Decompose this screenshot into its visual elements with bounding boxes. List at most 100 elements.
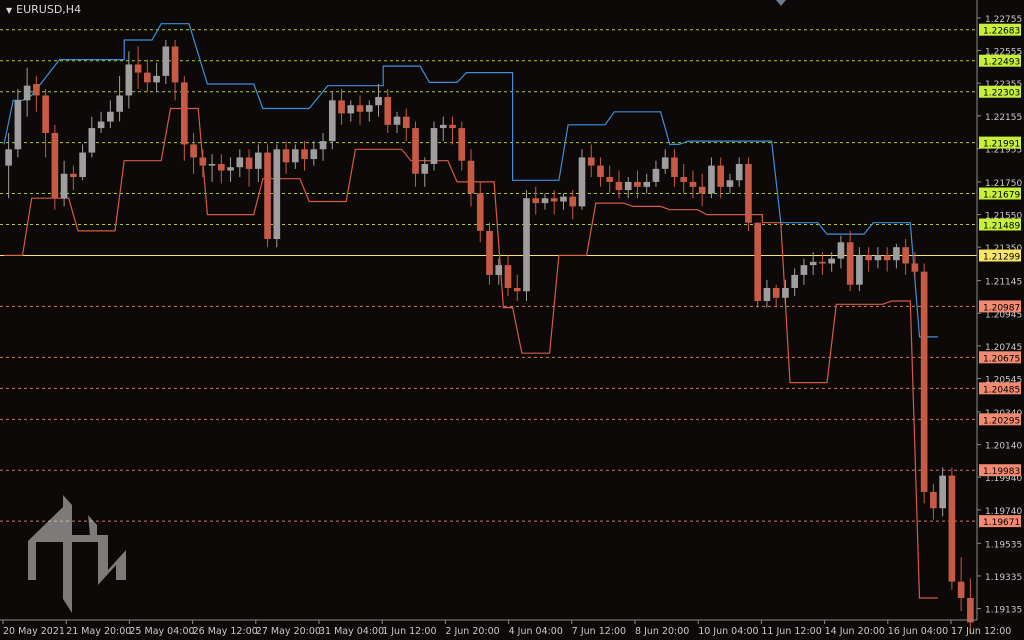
candle-body — [5, 149, 12, 166]
time-label: 17 Jun 12:00 — [951, 626, 1011, 637]
candle-body — [587, 157, 595, 166]
red-level-tag-text: 1.20485 — [983, 385, 1020, 395]
candle-body — [920, 271, 928, 492]
candle-body — [523, 198, 530, 292]
time-label: 27 May 20:00 — [256, 626, 321, 637]
candle-body — [550, 198, 558, 202]
candle-body — [680, 177, 688, 182]
time-label: 2 Jun 20:00 — [445, 626, 499, 637]
candle-body — [356, 105, 364, 112]
candle-body — [116, 95, 123, 112]
candle-body — [144, 72, 151, 83]
candle-body — [735, 163, 743, 181]
candle-body — [772, 287, 780, 298]
candle-body — [643, 181, 651, 187]
candle-body — [51, 132, 59, 199]
symbol-title[interactable]: ▼ EURUSD,H4 — [6, 3, 81, 16]
candle-body — [597, 165, 604, 178]
price-tick-label: 1.20945 — [985, 310, 1022, 320]
candle-body — [208, 163, 216, 166]
red-level-tag-bg — [979, 382, 1021, 395]
price-tick-label: 1.20545 — [985, 376, 1022, 386]
time-label: 14 Jun 20:00 — [825, 626, 885, 637]
candle-body — [199, 157, 207, 166]
candle-body — [14, 100, 22, 150]
red-level-tag-bg — [979, 300, 1021, 313]
price-tick-label: 1.22355 — [985, 80, 1022, 90]
candle-body — [227, 167, 234, 171]
candle-body — [134, 64, 142, 73]
candle-body — [310, 149, 318, 160]
candle-body — [791, 274, 799, 288]
candle-body — [532, 198, 540, 204]
candle-body — [717, 165, 725, 187]
candle-body — [153, 75, 160, 83]
price-axis — [0, 0, 978, 621]
price-tick-label: 1.21955 — [985, 145, 1022, 155]
candle-body — [384, 97, 392, 125]
chart-shift-marker-icon[interactable] — [776, 0, 786, 6]
candle-body — [412, 128, 419, 174]
price-tick-label: 1.21145 — [985, 278, 1022, 288]
candle-body — [883, 255, 891, 261]
candle-body — [180, 82, 188, 145]
price-tick-label: 1.20140 — [985, 442, 1022, 452]
candle-body — [365, 105, 373, 112]
candle-body — [615, 181, 623, 191]
green-level-tag-text: 1.21679 — [983, 191, 1020, 201]
candle-body — [671, 157, 678, 178]
candle-body — [874, 255, 882, 261]
candle-body — [107, 111, 114, 122]
candle-body — [171, 46, 179, 83]
candle-body — [837, 242, 845, 259]
current-price-tag-text: 1.21299 — [983, 253, 1020, 263]
candle-body — [42, 95, 49, 133]
candle-body — [79, 152, 86, 178]
candle-body — [402, 116, 410, 129]
candle-body — [467, 160, 475, 194]
candle-body — [569, 196, 577, 207]
green-level-tag-text: 1.22303 — [983, 89, 1020, 99]
candle-body — [88, 128, 96, 153]
candle-body — [70, 173, 77, 178]
candle-body — [708, 165, 715, 194]
candle-body — [809, 261, 817, 266]
candle-body — [698, 186, 706, 194]
candle-body — [819, 261, 826, 264]
candle-body — [430, 128, 438, 164]
candle-body — [97, 121, 105, 129]
candle-body — [245, 157, 253, 169]
green-level-tag-bg — [979, 54, 1021, 67]
candle-body — [634, 181, 641, 187]
price-tick-label: 1.22755 — [985, 15, 1022, 25]
candle-body — [624, 181, 632, 191]
candle-body — [301, 149, 308, 160]
green-level-tag-bg — [979, 85, 1021, 98]
candle-body — [513, 287, 521, 292]
red-level-tag-text: 1.19983 — [983, 467, 1020, 477]
candle-body — [393, 116, 401, 125]
candle-body — [33, 84, 40, 96]
symbol-title-text: EURUSD,H4 — [16, 3, 82, 16]
candle-body — [486, 230, 493, 275]
red-level-tag-text: 1.20987 — [983, 303, 1020, 313]
candle-body — [347, 105, 355, 114]
candle-body — [338, 100, 345, 114]
level-lines — [0, 29, 977, 522]
red-level-tag-bg — [979, 515, 1021, 528]
candle-body — [449, 124, 456, 129]
candle-body — [782, 287, 789, 298]
time-label: 16 Jun 04:00 — [888, 626, 948, 637]
time-label: 10 Jun 04:00 — [698, 626, 758, 637]
candle-body — [291, 149, 299, 163]
red-level-tag-bg — [979, 464, 1021, 477]
candle-body — [217, 163, 225, 171]
candle-body — [60, 173, 68, 199]
dropdown-caret-icon[interactable]: ▼ — [6, 6, 13, 15]
time-label: 8 Jun 20:00 — [635, 626, 689, 637]
candle-body — [458, 128, 466, 161]
candle-body — [162, 46, 170, 76]
level-price-tags: 1.22683 1.22493 1.22303 1.21991 1.21679 1.214… — [979, 23, 1021, 528]
candle-body — [930, 491, 937, 509]
